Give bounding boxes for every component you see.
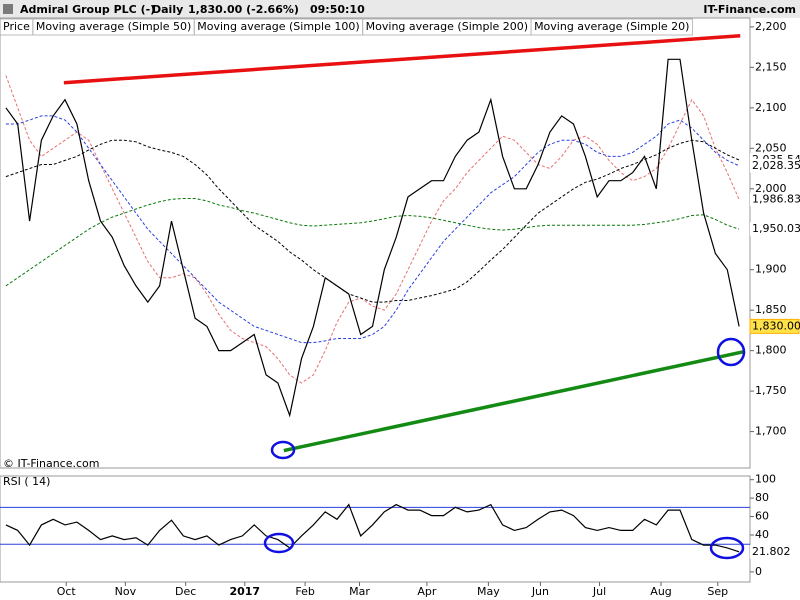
panel-title: RSI ( 14)	[3, 475, 50, 488]
icon	[3, 4, 13, 14]
x-tick-label: Oct	[57, 585, 77, 598]
value-tag	[749, 318, 800, 334]
y-tick-label: 2,150	[755, 60, 787, 73]
y-tick-label: 100	[755, 473, 776, 486]
series-line	[5, 115, 740, 344]
x-tick-label: Aug	[650, 585, 671, 598]
y-tick-label: 60	[755, 510, 769, 523]
legend: Price Moving average (Simple 50) Moving av…	[0, 18, 693, 36]
trendline	[63, 34, 741, 85]
circle	[709, 536, 745, 560]
brand: IT-Finance.com	[703, 3, 796, 16]
circle	[263, 532, 295, 554]
value-tag-label: 2,028.35	[752, 159, 800, 172]
legend-box	[530, 18, 693, 36]
value-tag-label: 1,986.83	[752, 192, 800, 205]
x-tick-label: 2017	[229, 585, 260, 598]
x-tick-label: Apr	[417, 585, 437, 598]
legend-label: Moving average (Simple 20)	[534, 20, 689, 33]
x-tick-label: Jul	[592, 585, 606, 598]
y-tick-label: 2,050	[755, 141, 787, 154]
instrument-name: Admiral Group PLC (-)	[20, 3, 155, 16]
y-tick-label: 2,000	[755, 182, 787, 195]
x-tick-label: Jun	[531, 585, 549, 598]
legend-label: Moving average (Simple 50)	[36, 20, 191, 33]
title-bar	[0, 0, 800, 18]
plot-frame	[0, 475, 751, 583]
circle	[716, 337, 746, 367]
y-tick-label: 1,750	[755, 384, 787, 397]
y-tick-label: 1,700	[755, 425, 787, 438]
annotations	[263, 337, 746, 560]
y-tick-label: 1,900	[755, 263, 787, 276]
watermark: © IT-Finance.com	[3, 457, 100, 470]
x-tick-label: Mar	[349, 585, 370, 598]
time: 09:50:10	[310, 3, 365, 16]
value-tag	[750, 544, 799, 559]
x-tick-label: Feb	[295, 585, 314, 598]
x-tick-label: May	[477, 585, 500, 598]
value-tag	[750, 192, 799, 207]
circle	[270, 440, 296, 460]
x-tick-label: Nov	[115, 585, 137, 598]
period: Daily	[152, 3, 183, 16]
value-tag-label: 1,830.00	[752, 319, 800, 332]
series-line	[5, 503, 740, 553]
x-tick-label: Sep	[707, 585, 728, 598]
value-tag	[750, 158, 799, 173]
series-line	[5, 139, 740, 303]
y-tick-label: 2,200	[755, 20, 787, 33]
y-tick-label: 2,100	[755, 101, 787, 114]
value-tag	[750, 222, 799, 237]
series-line	[5, 75, 740, 384]
x-tick-label: Dec	[175, 585, 196, 598]
trendline	[283, 349, 746, 453]
value-tag-label: 21.802	[752, 545, 791, 558]
series-line	[5, 198, 740, 287]
plot-frame	[0, 17, 751, 469]
y-tick-label: 40	[755, 528, 769, 541]
y-tick-label: 1,800	[755, 344, 787, 357]
y-tick-label: 0	[755, 565, 762, 578]
y-tick-label: 1,850	[755, 303, 787, 316]
legend-label: Moving average (Simple 200)	[366, 20, 528, 33]
y-tick-label: 80	[755, 491, 769, 504]
value-tag-label: 1,950.03	[752, 222, 800, 235]
legend-label: Moving average (Simple 100)	[197, 20, 359, 33]
series-line	[5, 58, 740, 418]
quote: 1,830.00 (-2.66%)	[188, 3, 299, 16]
legend-label: Price	[3, 20, 30, 33]
